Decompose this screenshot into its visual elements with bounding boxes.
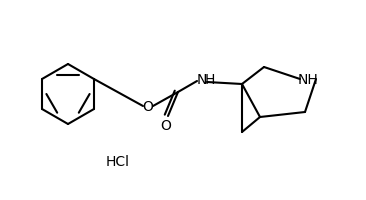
Text: NH: NH (298, 73, 318, 87)
Text: N: N (197, 73, 208, 87)
Text: O: O (161, 118, 171, 132)
Text: O: O (143, 100, 153, 113)
Text: H: H (205, 73, 215, 87)
Text: HCl: HCl (106, 154, 130, 168)
